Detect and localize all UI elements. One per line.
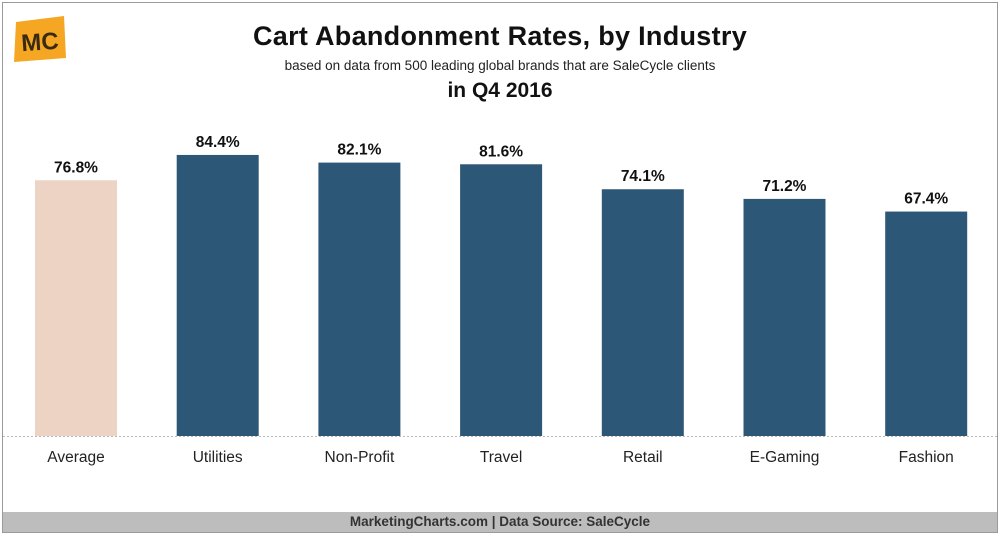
data-label: 71.2%	[763, 178, 807, 195]
bar-fashion	[885, 211, 968, 436]
data-label: 84.4%	[196, 134, 240, 151]
bar-chart: 76.8% Average 84.4% Utilities 82.1% Non-Profi…	[3, 134, 997, 466]
marketingcharts-logo: MC	[14, 16, 66, 62]
category-label: Fashion	[899, 449, 954, 466]
bar-average	[35, 180, 117, 436]
chart-title: Cart Abandonment Rates, by Industry	[252, 21, 748, 51]
bar-non-profit	[318, 162, 401, 436]
bar-e-gaming	[743, 198, 826, 436]
category-label: Average	[47, 449, 104, 466]
source-footer: MarketingCharts.com | Data Source: SaleC…	[3, 512, 997, 532]
data-label: 67.4%	[904, 191, 948, 208]
bar-utilities	[176, 154, 259, 436]
data-label: 82.1%	[337, 142, 381, 159]
category-label: Non-Profit	[325, 449, 395, 466]
category-label: Retail	[623, 449, 663, 466]
chart-period: in Q4 2016	[447, 79, 553, 102]
chart-subtitle: based on data from 500 leading global br…	[284, 58, 716, 73]
category-label: Utilities	[193, 449, 243, 466]
data-label: 76.8%	[54, 159, 98, 176]
bar-retail	[601, 189, 684, 436]
logo-badge	[14, 16, 66, 62]
category-label: E-Gaming	[750, 449, 820, 466]
data-label: 74.1%	[621, 168, 665, 185]
category-label: Travel	[480, 449, 523, 466]
bar-travel	[460, 164, 543, 436]
logo-text: MC	[20, 28, 59, 58]
data-label: 81.6%	[479, 143, 523, 160]
